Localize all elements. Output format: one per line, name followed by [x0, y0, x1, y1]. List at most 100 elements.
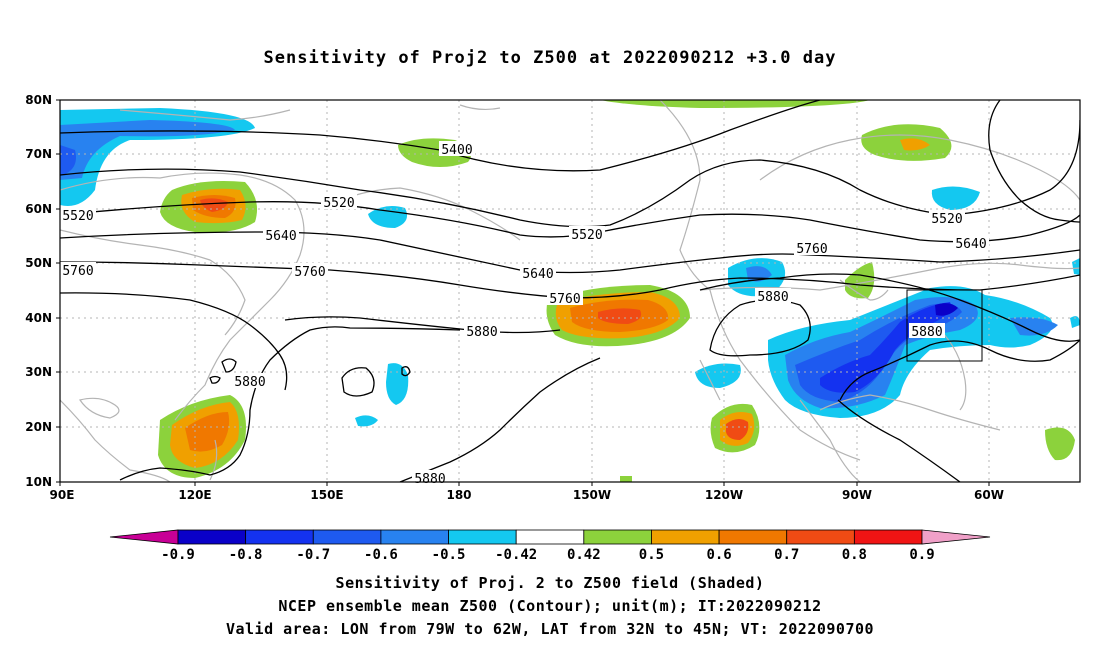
plot-title: Sensitivity of Proj2 to Z500 at 20220902… [263, 48, 837, 68]
colorbar-label: 0.6 [706, 547, 731, 563]
contour-label: 5760 [294, 265, 325, 280]
colorbar-label: 0.9 [909, 547, 934, 563]
colorbar-box [245, 529, 314, 545]
contour-label: 5520 [571, 228, 602, 243]
lon-label: 150W [573, 488, 611, 502]
colorbar-label: 0.8 [842, 547, 867, 563]
lon-label: 150E [310, 488, 343, 502]
negative-region [1010, 317, 1058, 336]
contour-label: 5760 [549, 292, 580, 307]
positive-region [598, 308, 642, 324]
lon-label: 120E [178, 488, 211, 502]
colorbar-label: 0.42 [567, 547, 601, 563]
lat-label: 70N [25, 147, 52, 161]
colorbar-box [651, 529, 720, 545]
lat-label: 50N [25, 256, 52, 270]
contour-label-bg [464, 323, 500, 338]
contour-label: 5640 [955, 237, 986, 252]
negative-region [1072, 258, 1080, 275]
positive-region [900, 138, 930, 151]
colorbar-box [380, 529, 449, 545]
lon-label: 120W [705, 488, 743, 502]
z500-contours [60, 100, 1080, 482]
contour-label: 5880 [414, 472, 445, 487]
contour-label: 5520 [931, 212, 962, 227]
negative-region [931, 186, 980, 210]
positive-region [600, 100, 870, 108]
lon-label: 90W [842, 488, 872, 502]
contour-label-bg [909, 323, 945, 338]
lat-label: 10N [25, 475, 52, 489]
colorbar-labels: -0.9 -0.8 -0.7 -0.6 -0.5 -0.42 0.42 0.5 0.6 0.7 0.… [161, 547, 935, 563]
colorbar-label: -0.8 [229, 547, 263, 563]
negative-region [1070, 316, 1080, 328]
tick-marks [56, 99, 990, 486]
colorbar-box [786, 529, 855, 545]
positive-region [845, 262, 875, 299]
lat-label: 40N [25, 311, 52, 325]
lat-label: 20N [25, 420, 52, 434]
footer-line-valid-area: Valid area: LON from 79W to 62W, LAT fro… [225, 620, 875, 638]
negative-region [355, 415, 378, 427]
contour-label-bg [60, 207, 96, 222]
negative-region [60, 120, 235, 180]
lon-label: 180 [446, 488, 471, 502]
footer-line-shading: Sensitivity of Proj. 2 to Z500 field (Sh… [335, 574, 765, 592]
contour-label-bg [794, 240, 830, 255]
map-frame [59, 99, 1081, 483]
latitude-labels: 80N 70N 60N 50N 40N 30N 20N 10N [25, 93, 52, 489]
contour-label: 5880 [466, 325, 497, 340]
contour-label: 5520 [323, 196, 354, 211]
lon-label: 90E [50, 488, 75, 502]
positive-region [620, 476, 632, 482]
colorbar-box [583, 529, 652, 545]
lon-label: 60W [974, 488, 1004, 502]
lat-label: 30N [25, 365, 52, 379]
contour-label-bg [439, 141, 475, 156]
contour-label-bg [569, 226, 605, 241]
negative-region [60, 145, 76, 176]
positive-region [200, 198, 228, 212]
contour-label-bg [292, 263, 328, 278]
contour-label-bg [60, 262, 96, 277]
coastlines [60, 100, 1080, 482]
contour-label-bg [263, 227, 299, 242]
negative-region [935, 303, 958, 316]
colorbar-label: -0.5 [432, 547, 466, 563]
contour-label-bg [929, 210, 965, 225]
negative-region [695, 363, 741, 388]
colorbar-box [853, 529, 923, 545]
colorbar-box [448, 529, 517, 545]
colorbar-triangle-right [921, 529, 991, 545]
contour-label: 5760 [62, 264, 93, 279]
negative-region [386, 363, 409, 405]
colorbar-label: -0.42 [495, 547, 537, 563]
contour-label: 5400 [441, 143, 472, 158]
colorbar-label: -0.9 [161, 547, 195, 563]
contour-label: 5760 [796, 242, 827, 257]
contour-label: 5640 [265, 229, 296, 244]
contour-label-bg [755, 288, 791, 303]
contour-labels: 5400 5520 5520 5520 5520 5640 5640 5640 5760 5760… [60, 141, 989, 487]
contour-label: 5640 [522, 267, 553, 282]
contour-label: 5880 [911, 325, 942, 340]
footer-line-contour: NCEP ensemble mean Z500 (Contour); unit(… [278, 597, 822, 615]
colorbar-label: 0.7 [774, 547, 799, 563]
colorbar-box [718, 529, 788, 545]
colorbar-box [515, 529, 585, 545]
colorbar-triangle-left [109, 529, 179, 545]
colorbar-box [177, 529, 247, 545]
positive-region [1045, 427, 1075, 461]
valid-area-box [906, 289, 983, 362]
contour-label-bg [321, 194, 357, 209]
contour-label-bg [412, 470, 448, 485]
contour-label: 5520 [62, 209, 93, 224]
contour-label-bg [547, 290, 583, 305]
longitude-labels: 90E 120E 150E 180 150W 120W 90W 60W [50, 488, 1004, 502]
colorbar [109, 529, 991, 545]
lat-label: 60N [25, 202, 52, 216]
positive-region [185, 412, 230, 452]
positive-region [726, 418, 749, 440]
colorbar-label: -0.7 [296, 547, 330, 563]
